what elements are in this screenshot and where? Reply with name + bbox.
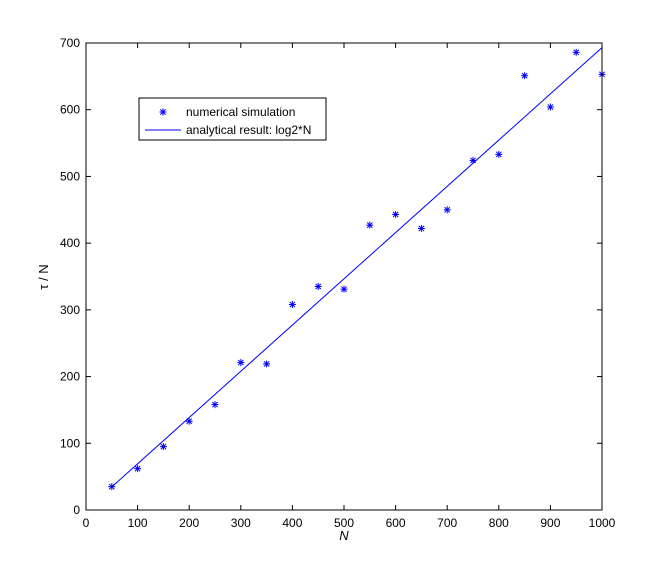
- data-point-simulation: [392, 210, 400, 218]
- x-tick-label: 400: [282, 516, 302, 530]
- x-tick-label: 600: [386, 516, 406, 530]
- data-point-simulation: [417, 224, 425, 232]
- y-tick-label: 600: [60, 103, 80, 117]
- data-point-simulation: [521, 72, 529, 80]
- axis-ticks: 0 100 200 300 400 500 600 700 800 900 1000 0 100 200 3…: [60, 36, 616, 530]
- x-tick-label: 100: [128, 516, 148, 530]
- legend-label-analytical: analytical result: log2*N: [186, 123, 311, 137]
- data-point-simulation: [546, 103, 554, 111]
- data-point-simulation: [366, 221, 374, 229]
- y-tick-label: 700: [60, 36, 80, 50]
- legend-label-simulation: numerical simulation: [186, 105, 295, 119]
- data-point-simulation: [185, 417, 193, 425]
- data-point-simulation: [340, 285, 348, 293]
- legend-box: [138, 97, 327, 141]
- y-tick-label: 100: [60, 436, 80, 450]
- y-tick-label: 300: [60, 303, 80, 317]
- x-tick-label: 200: [179, 516, 199, 530]
- x-tick-label: 0: [83, 516, 90, 530]
- data-point-simulation: [237, 359, 245, 367]
- y-tick-label: 200: [60, 370, 80, 384]
- y-axis-label: τ / N: [36, 264, 51, 289]
- series-line-analytical: [111, 47, 603, 488]
- data-point-simulation: [314, 283, 322, 291]
- y-tick-label: 500: [60, 169, 80, 183]
- x-tick-label: 800: [489, 516, 509, 530]
- data-point-simulation: [572, 48, 580, 56]
- data-point-simulation: [495, 150, 503, 158]
- data-point-simulation: [134, 465, 142, 473]
- plot-layer: [108, 47, 606, 491]
- y-tick-label: 0: [73, 503, 80, 517]
- x-tick-label: 700: [437, 516, 457, 530]
- legend: numerical simulation analytical result: …: [138, 97, 327, 141]
- x-axis-label: N: [339, 528, 349, 543]
- legend-marker-asterisk: [159, 108, 167, 116]
- x-tick-label: 300: [231, 516, 251, 530]
- data-point-simulation: [443, 206, 451, 214]
- x-tick-label: 500: [334, 516, 354, 530]
- legend-asterisk-icon: [159, 108, 167, 116]
- data-point-simulation: [288, 301, 296, 309]
- y-tick-label: 400: [60, 236, 80, 250]
- x-tick-label: 900: [540, 516, 560, 530]
- data-point-simulation: [159, 443, 167, 451]
- data-point-simulation: [263, 360, 271, 368]
- x-tick-label: 1000: [589, 516, 616, 530]
- data-point-simulation: [211, 401, 219, 409]
